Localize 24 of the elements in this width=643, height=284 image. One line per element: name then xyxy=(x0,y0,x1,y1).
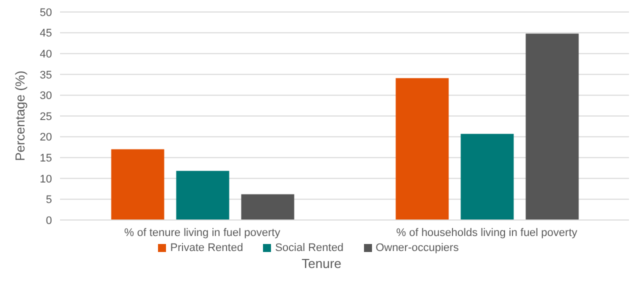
y-tick-label: 15 xyxy=(40,152,52,165)
y-tick-label: 30 xyxy=(40,90,52,102)
bar xyxy=(396,78,449,220)
x-tick-label: % of households living in fuel poverty xyxy=(396,226,578,239)
x-axis-title: Tenure xyxy=(300,256,342,271)
bar xyxy=(176,170,230,220)
y-tick-label: 10 xyxy=(40,173,52,186)
y-tick-label: 50 xyxy=(40,6,52,19)
bar xyxy=(526,34,579,220)
x-tick-label: % of tenure living in fuel poverty xyxy=(124,226,281,239)
bar xyxy=(241,194,294,220)
y-tick-label: 5 xyxy=(46,194,52,206)
y-tick-label: 20 xyxy=(40,132,52,144)
bar xyxy=(111,149,164,220)
legend-label: Private Rented xyxy=(170,242,244,254)
legend-label: Owner-occupiers xyxy=(376,242,459,254)
y-tick-label: 40 xyxy=(40,48,52,61)
y-tick-label: 25 xyxy=(40,110,52,123)
y-axis-title: Percentage (%) xyxy=(12,70,28,161)
y-tick-label: 0 xyxy=(46,214,52,227)
y-tick-label: 45 xyxy=(40,28,52,40)
bar xyxy=(460,134,514,220)
legend-label: Social Rented xyxy=(275,242,344,254)
y-tick-label: 35 xyxy=(40,69,52,82)
